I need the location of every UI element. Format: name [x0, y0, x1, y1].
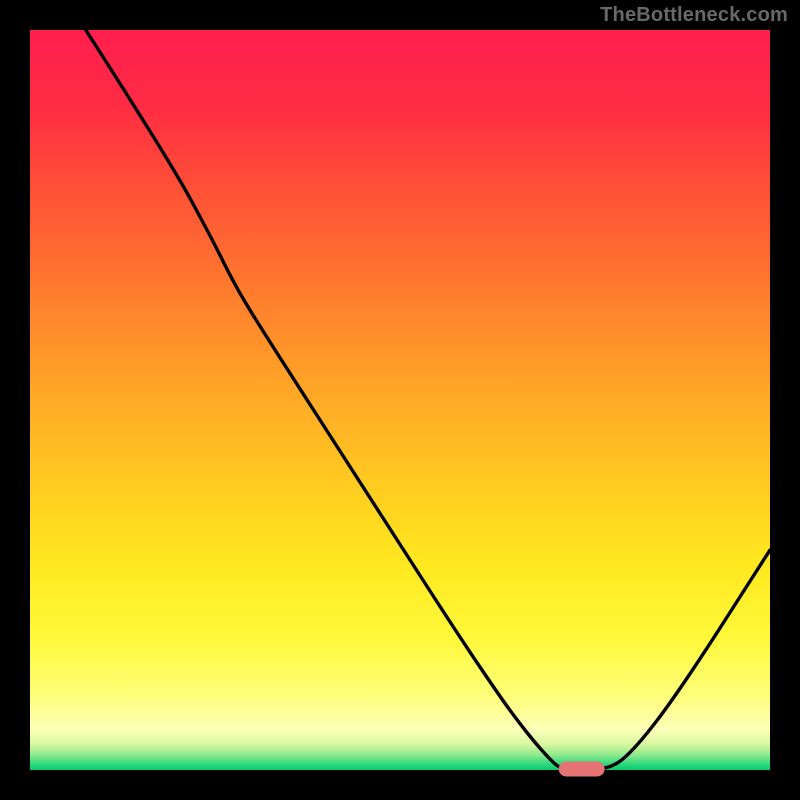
gradient-background	[30, 30, 770, 770]
attribution-label: TheBottleneck.com	[600, 4, 788, 27]
bottleneck-chart	[0, 0, 800, 800]
chart-container: { "attribution": "TheBottleneck.com", "c…	[0, 0, 800, 800]
optimal-point-marker	[559, 762, 605, 777]
